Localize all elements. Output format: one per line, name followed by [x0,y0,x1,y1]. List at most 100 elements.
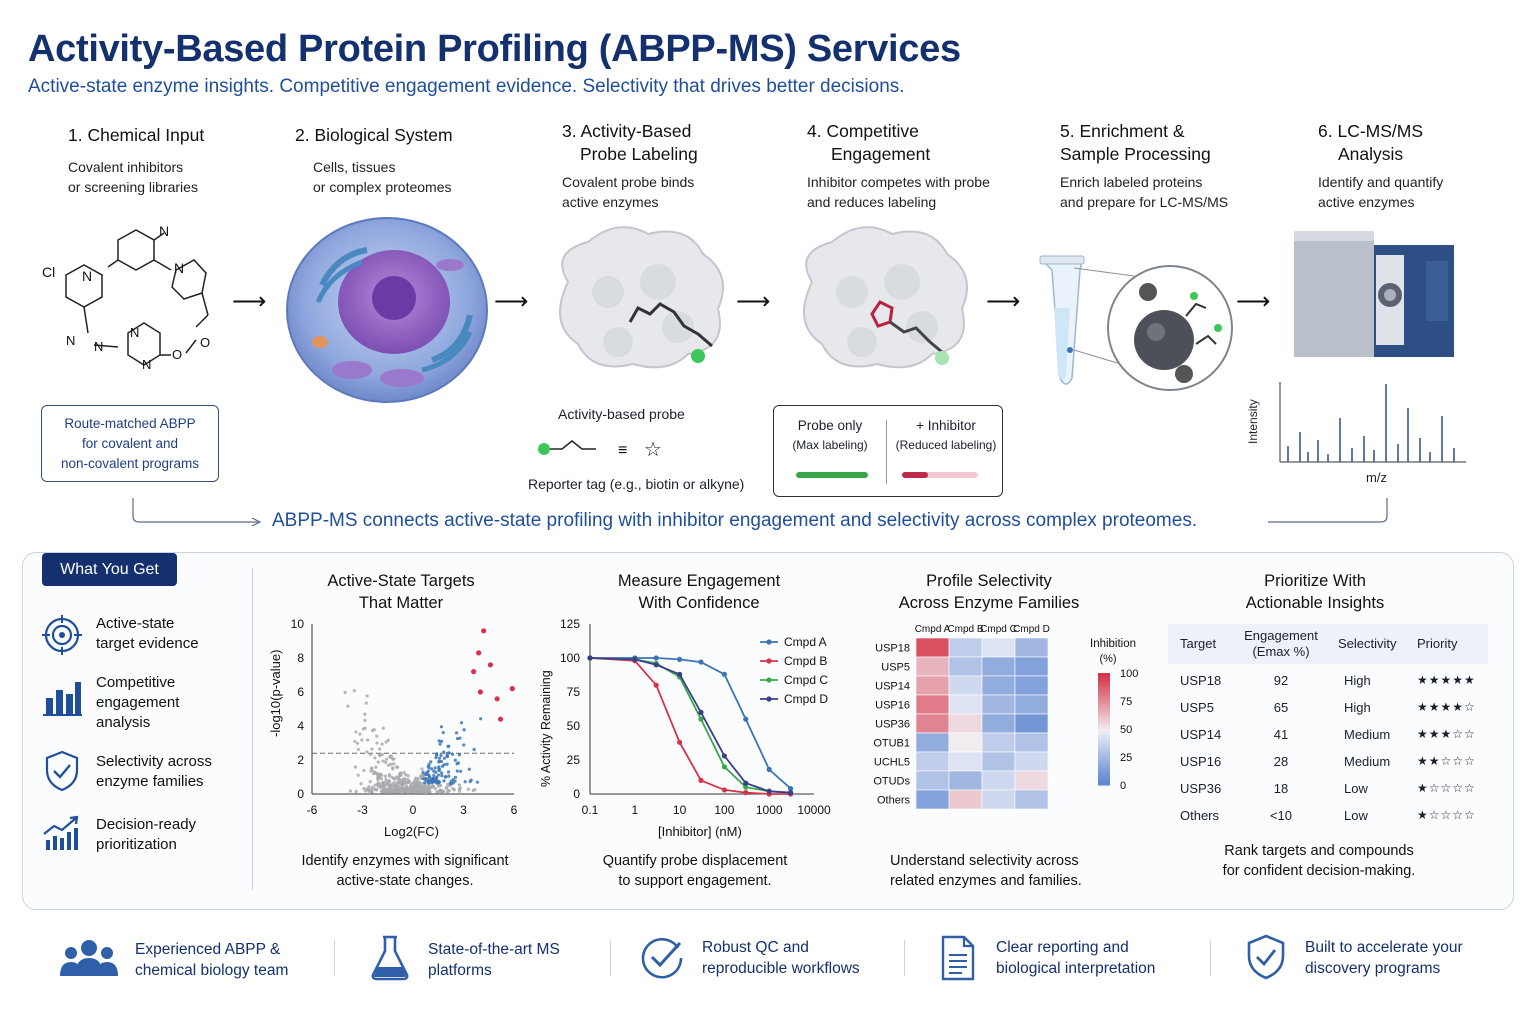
x-tick-label: 1000 [756,803,783,817]
data-point [426,764,430,769]
legend-marker [766,696,772,702]
feature-line: Decision-ready [96,816,197,833]
colorbar-tick-label: 100 [1120,668,1138,680]
header-selectivity: Selectivity [1338,636,1397,651]
data-point [368,780,372,784]
colorbar-segment [1098,754,1110,758]
probe-label: Activity-based probe [558,406,685,422]
caption-line: Quantify probe displacement [602,853,788,869]
arrow-right-icon: ⟶ [232,288,267,315]
series-line [589,657,791,795]
y-axis-label: -log10(p-value) [268,650,283,737]
data-point [370,747,374,751]
data-point [421,787,426,791]
highlighted-point [487,662,494,668]
data-point [358,732,362,736]
colorbar-segment [1098,692,1110,696]
page-title: Activity-Based Protein Profiling (ABPP-M… [28,28,961,70]
data-point [365,750,369,754]
inhibitor-sub: (Reduced labeling) [895,438,997,452]
colorbar-segment [1098,698,1110,702]
data-point [430,780,435,784]
data-point [440,771,444,775]
colorbar-segment [1098,734,1110,738]
y-tick-label: 100 [560,651,580,665]
data-point [372,728,376,732]
cell-priority-stars: ★☆☆☆☆ [1417,808,1476,822]
data-point [376,784,380,788]
colorbar-segment [1098,779,1110,783]
footer-divider [904,940,905,976]
data-point [380,742,384,746]
colorbar-segment [1098,701,1110,705]
y-tick-label: 75 [567,685,581,699]
step-title: 1. Chemical Input [68,125,205,145]
data-point [427,773,431,777]
series-point [787,790,794,796]
data-point [435,752,439,756]
data-point [394,765,399,769]
title-line: Active-State Targets [327,572,475,590]
star-icon: ☆ [644,439,662,461]
highlighted-point [471,669,477,675]
enrichment-illustration [1039,255,1233,391]
highlighted-point [497,716,504,722]
x-tick-label: 100 [714,803,734,817]
data-point [403,789,407,793]
data-point [416,782,420,786]
feature-prioritization: Decision-ready prioritization [96,815,196,855]
footer-reporting: Clear reporting and biological interpret… [996,937,1155,979]
data-point [445,753,449,758]
heatmap-cell [915,675,950,696]
data-point [364,701,368,705]
trend-up-icon [43,815,79,850]
heatmap-cell [948,656,983,677]
data-point [436,773,440,777]
chemical-structure-icon: N Cl N N N N N N O O [42,223,210,372]
data-point [441,789,446,794]
row-label: USP36 [875,719,910,731]
heatmap-cell [915,751,950,772]
bar-chart-icon [43,682,82,716]
title-line: Actionable Insights [1245,594,1385,612]
data-point [380,773,384,777]
arrow-right-icon: ⟶ [736,288,771,315]
data-point [353,739,357,743]
table-row: USP16 28 Medium ★★☆☆☆ [1168,751,1488,775]
data-point [354,789,358,794]
data-point [472,747,476,752]
cell-priority-stars: ★★★☆☆ [1417,727,1476,741]
data-point [449,779,453,783]
data-point [395,789,399,793]
data-point [428,790,432,794]
data-point [392,762,396,766]
data-point [400,785,404,789]
protein-inhibitor-illustration [803,226,968,369]
data-point [415,790,419,794]
data-point [431,776,436,780]
dose-response-chart: % Activity Remaining [Inhibitor] (nM) 0 2… [539,617,831,839]
table-header [1168,624,1488,664]
caption-line: active-state changes. [336,873,474,889]
atom-label: N [130,325,139,340]
series-point [721,764,727,770]
data-point [354,730,358,734]
y-tick-label: 6 [297,685,304,699]
data-point [356,773,360,777]
data-point [433,766,437,770]
heatmap-cell [915,713,950,734]
data-point [439,759,444,764]
flask-icon [371,935,409,981]
data-point [420,790,424,794]
atom-label: N [142,357,151,372]
footer-divider [1210,940,1211,976]
series-point [698,709,704,715]
header-line: (Emax %) [1252,644,1310,659]
cell-selectivity: Low [1344,808,1368,823]
highlighted-point [476,650,482,656]
data-point [432,769,436,773]
y-tick-label: 125 [560,617,580,631]
data-point [457,787,462,791]
heatmap-cell [948,637,983,658]
data-point [462,728,466,732]
